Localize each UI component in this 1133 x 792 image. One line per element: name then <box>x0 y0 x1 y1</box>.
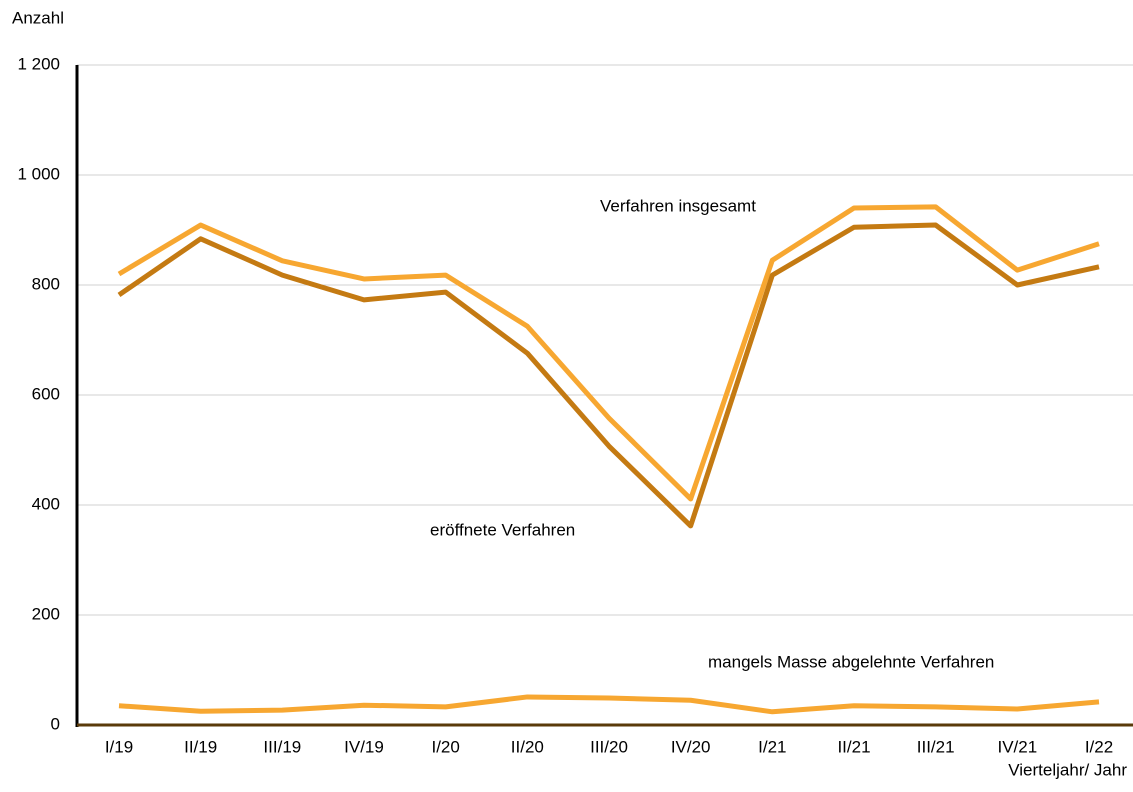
x-tick-label: II/20 <box>511 737 544 756</box>
x-tick-label: IV/19 <box>344 737 384 756</box>
y-tick-label: 400 <box>32 494 60 513</box>
series-line <box>118 694 1100 715</box>
x-axis-label: Vierteljahr/ Jahr <box>1008 760 1127 779</box>
x-tick-label: I/19 <box>105 737 133 756</box>
x-tick-label: III/19 <box>263 737 301 756</box>
y-axis-label: Anzahl <box>12 8 64 27</box>
y-tick-label: 200 <box>32 604 60 623</box>
y-tick-label: 0 <box>51 714 60 733</box>
y-tick-label: 600 <box>32 384 60 403</box>
y-tick-label: 1 000 <box>17 164 60 183</box>
x-tick-label: IV/21 <box>997 737 1037 756</box>
series-label: Verfahren insgesamt <box>600 196 756 215</box>
x-tick-label: III/20 <box>590 737 628 756</box>
y-tick-label: 800 <box>32 274 60 293</box>
x-tick-label: II/19 <box>184 737 217 756</box>
x-tick-label: IV/20 <box>671 737 711 756</box>
x-tick-label: II/21 <box>837 737 870 756</box>
series-label: eröffnete Verfahren <box>430 520 575 539</box>
x-tick-label: I/21 <box>758 737 786 756</box>
series-line <box>117 222 1100 529</box>
series-label: mangels Masse abgelehnte Verfahren <box>708 652 994 671</box>
series-line <box>117 204 1100 502</box>
x-tick-label: III/21 <box>917 737 955 756</box>
y-tick-label: 1 200 <box>17 54 60 73</box>
x-tick-label: I/22 <box>1085 737 1113 756</box>
x-tick-label: I/20 <box>431 737 459 756</box>
